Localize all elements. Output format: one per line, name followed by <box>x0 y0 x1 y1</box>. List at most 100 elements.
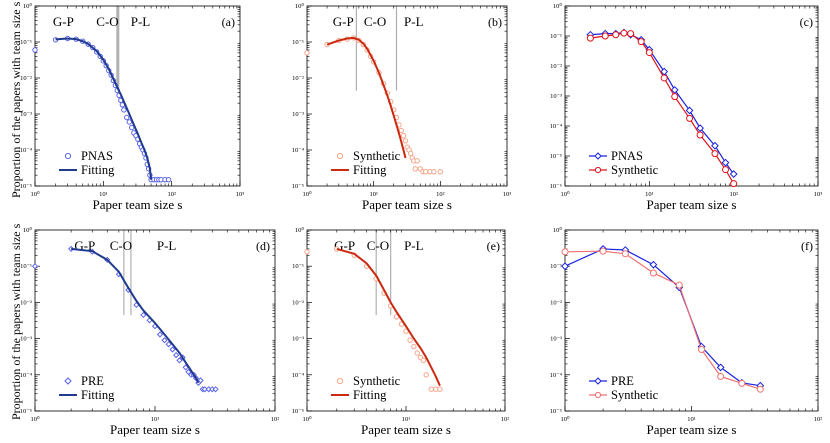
data-point <box>738 379 746 387</box>
x-tick-label: 10³ <box>236 191 245 198</box>
y-tick-label: 10⁻² <box>292 299 304 306</box>
y-tick-label: 10⁻¹ <box>292 39 304 46</box>
series-line-synthetic <box>564 250 761 390</box>
data-point <box>649 269 657 277</box>
y-tick-label: 10⁻³ <box>292 336 304 343</box>
data-point <box>423 372 429 378</box>
y-tick-label: 10⁰ <box>295 226 305 234</box>
x-tick-label: 10¹ <box>99 191 108 198</box>
y-tick-label: 10⁻³ <box>550 336 562 343</box>
x-tick-label: 10³ <box>503 191 512 198</box>
legend-label: Synthetic <box>353 374 401 388</box>
legend-marker <box>594 166 602 174</box>
chart-panel-a: 10⁰ 10¹ 10² 10³ 10⁻⁵ 10⁻⁴ 10⁻³ 10⁻² 10⁻¹ 10⁰ Paper… <box>20 2 244 212</box>
chart-panel-d: 10⁰ 10¹ 10² 10⁻⁵ 10⁻⁴ 10⁻³ 10⁻² 10⁻¹ 10⁰ Paper te… <box>20 226 279 437</box>
legend-marker <box>64 152 72 160</box>
y-tick-label: 10⁻⁴ <box>20 147 33 154</box>
data-point <box>599 247 607 255</box>
legend-label: PNAS <box>81 149 113 163</box>
y-tick-label: 10⁻⁴ <box>292 147 305 154</box>
data-point <box>729 170 738 178</box>
data-point <box>411 343 417 350</box>
data-point <box>730 180 738 188</box>
legend-label: Synthetic <box>611 163 659 177</box>
data-point <box>156 331 164 338</box>
data-point <box>586 34 594 42</box>
y-tick-label: 10⁻¹ <box>550 33 562 40</box>
data-point <box>711 150 719 158</box>
x-tick-label: 10² <box>814 416 823 423</box>
panel-label: (e) <box>487 239 500 253</box>
data-point <box>428 386 434 392</box>
data-point <box>698 345 706 353</box>
x-axis-label: Paper team size s <box>110 422 200 437</box>
y-tick-label: 10⁻⁵ <box>292 183 304 190</box>
x-tick-label: 10² <box>167 191 176 198</box>
data-point <box>696 131 704 139</box>
y-tick-label: 10⁻² <box>20 299 32 306</box>
data-point <box>140 311 147 319</box>
data-point <box>721 158 730 167</box>
series-line-fitting <box>55 37 153 180</box>
panel-label: (f) <box>801 239 813 253</box>
x-axis-label: Paper team size s <box>647 422 737 437</box>
legend-label: Fitting <box>81 163 115 177</box>
y-tick-label: 10⁰ <box>23 226 33 234</box>
data-point <box>407 337 413 343</box>
panel-label: (d) <box>256 239 270 253</box>
y-tick-label: 10⁻³ <box>20 111 32 118</box>
data-point <box>621 250 629 258</box>
y-tick-label: 10⁻¹ <box>20 263 32 270</box>
x-tick-label: 10⁰ <box>30 190 40 198</box>
plot-frame <box>306 229 506 412</box>
x-tick-label: 10¹ <box>645 191 654 198</box>
data-point <box>716 363 725 372</box>
data-point <box>165 341 172 348</box>
data-point <box>645 49 653 57</box>
data-point <box>398 127 405 134</box>
chart-panel-b: 10⁰ 10¹ 10² 10³ 10⁻⁵ 10⁻⁴ 10⁻³ 10⁻² 10⁻¹ 10⁰ Paper… <box>292 2 511 212</box>
legend-label: Fitting <box>81 388 115 402</box>
x-axis-label: Paper team size s <box>647 197 737 212</box>
series-line-fitting <box>71 247 200 384</box>
legend-marker <box>594 377 602 385</box>
legend-marker <box>336 377 344 385</box>
region-label: P-L <box>404 14 424 29</box>
data-point <box>612 31 620 39</box>
data-point <box>601 32 609 40</box>
data-point <box>197 377 204 384</box>
data-point <box>176 357 183 364</box>
data-point <box>671 93 679 101</box>
plot-frame <box>306 5 508 187</box>
data-point <box>670 85 679 94</box>
data-point <box>431 168 437 175</box>
data-point <box>627 30 635 38</box>
x-tick-label: 10¹ <box>151 416 160 423</box>
data-point <box>121 107 127 113</box>
region-label: C-O <box>96 14 118 29</box>
y-tick-label: 10⁻² <box>292 75 304 82</box>
y-tick-label: 10⁻³ <box>20 336 32 343</box>
data-point <box>756 385 764 393</box>
y-tick-label: 10⁻⁵ <box>292 408 304 415</box>
data-point <box>304 50 310 56</box>
data-point <box>649 260 658 269</box>
legend-marker <box>64 377 72 385</box>
plot-frame <box>34 5 241 187</box>
y-axis-label-top: Proportion of the papers with team size … <box>9 1 23 198</box>
y-tick-label: 10⁻⁵ <box>550 408 562 415</box>
data-point <box>422 168 429 175</box>
data-point <box>173 351 180 359</box>
legend-marker <box>336 152 344 160</box>
legend-label: PNAS <box>611 149 643 163</box>
region-label: P-L <box>157 238 177 253</box>
x-tick-label: 10¹ <box>402 416 411 423</box>
y-tick-label: 10⁰ <box>553 2 563 10</box>
x-tick-label: 10² <box>501 416 510 423</box>
y-tick-label: 10⁻² <box>550 299 562 306</box>
y-tick-label: 10⁻⁵ <box>20 183 32 190</box>
y-tick-label: 10⁻³ <box>292 111 304 118</box>
chart-panel-c: 10⁰ 10¹ 10² 10³ 10⁻⁶ 10⁻⁵ 10⁻⁴ 10⁻³ 10⁻² 10⁻¹ 10⁰ P… <box>550 2 822 212</box>
legend-label: PRE <box>611 374 634 388</box>
